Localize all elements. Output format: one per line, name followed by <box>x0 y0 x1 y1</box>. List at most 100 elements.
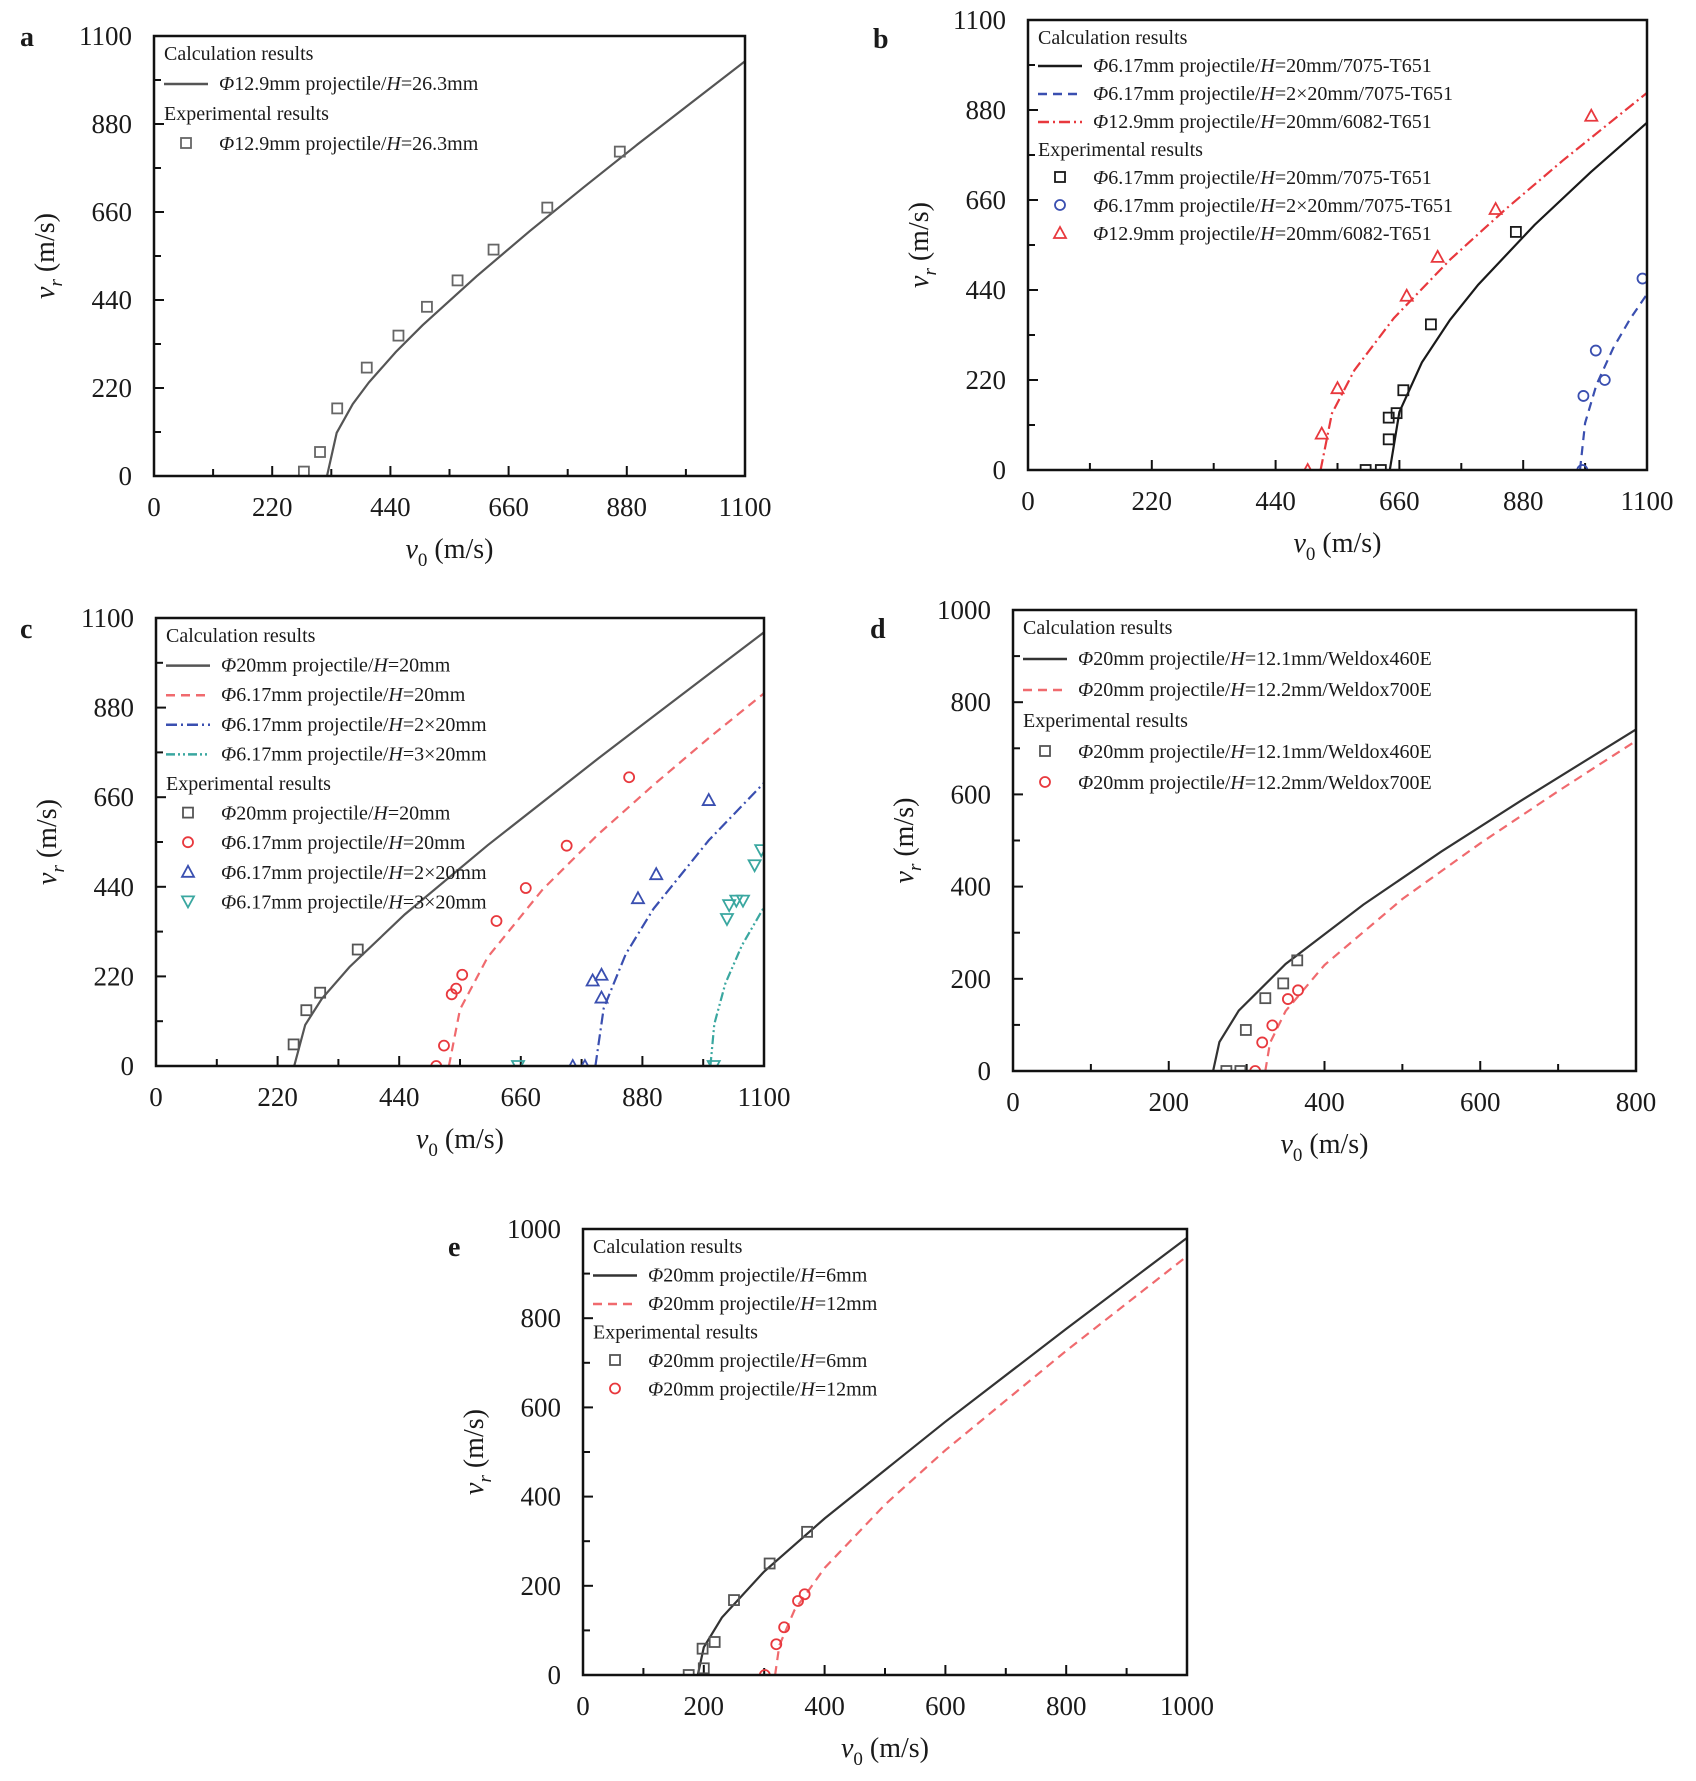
data-point-square <box>314 446 326 458</box>
series-line-2 <box>1319 91 1647 470</box>
data-point-square <box>708 1636 721 1648</box>
data-point-circle <box>1256 1036 1269 1049</box>
y-axis-label: vr (m/s) <box>30 213 67 299</box>
data-point-square <box>728 1594 740 1606</box>
series-line-0 <box>293 631 764 1066</box>
panel-letter: b <box>873 24 889 55</box>
y-tick-label: 1100 <box>953 5 1006 35</box>
data-point-triangle-up <box>1329 380 1346 395</box>
data-point-circle <box>430 1060 443 1066</box>
x-axis-label: v0 (m/s) <box>841 1733 929 1770</box>
x-tick-label: 0 <box>1006 1087 1020 1117</box>
data-point-square <box>1425 318 1437 331</box>
y-tick-label: 0 <box>119 461 133 491</box>
y-tick-label: 1000 <box>937 595 991 625</box>
legend-exp-title: Experimental results <box>593 1322 758 1344</box>
data-point-square <box>297 465 310 476</box>
series-line-2 <box>594 782 764 1066</box>
x-tick-label: 600 <box>925 1691 966 1721</box>
data-point-square <box>300 1004 313 1017</box>
data-point-square <box>392 329 405 342</box>
y-tick-label: 800 <box>951 687 992 717</box>
x-tick-label: 0 <box>1021 486 1035 516</box>
panel-letter: e <box>448 1232 460 1263</box>
data-point-square <box>421 300 433 313</box>
legend-entry: Φ12.9mm projectile/H=26.3mm <box>219 73 479 95</box>
data-point-triangle-up <box>648 866 664 881</box>
legend-marker-sample <box>1039 745 1051 757</box>
plot-area <box>682 1237 1187 1675</box>
legend-calc-title: Calculation results <box>166 625 316 647</box>
plot-frame <box>1026 18 1649 472</box>
plot-area <box>1303 91 1647 470</box>
legend-entry: Φ6.17mm projectile/H=20mm <box>221 832 466 854</box>
legend-marker-sample <box>1054 199 1066 211</box>
data-point-square <box>1397 384 1410 397</box>
legend-entry: Φ20mm projectile/H=6mm <box>648 1265 868 1287</box>
x-tick-label: 220 <box>1132 486 1173 516</box>
x-tick-label: 880 <box>622 1082 663 1112</box>
legend-entry: Φ20mm projectile/H=6mm <box>648 1350 868 1372</box>
x-tick-label: 200 <box>684 1691 725 1721</box>
x-tick-label: 600 <box>1460 1087 1501 1117</box>
legend: Calculation results Φ20mm projectile/H=6m… <box>593 1236 878 1401</box>
legend-entry: Φ20mm projectile/H=12.2mm/Weldox700E <box>1078 772 1432 794</box>
data-point-triangle-down <box>753 844 764 859</box>
legend-marker-sample <box>180 137 192 149</box>
y-tick-label: 440 <box>92 285 133 315</box>
y-tick-label: 220 <box>94 961 135 991</box>
data-point-square <box>1277 977 1290 990</box>
data-point-square <box>801 1525 813 1538</box>
data-point-square <box>1374 464 1387 470</box>
y-axis-label: vr (m/s) <box>904 202 941 288</box>
y-tick-label: 1000 <box>507 1214 561 1244</box>
series-line-1 <box>447 692 764 1066</box>
data-point-circle <box>1598 374 1611 386</box>
x-tick-label: 440 <box>1255 486 1296 516</box>
data-point-circle <box>519 882 532 894</box>
data-point-circle <box>438 1039 450 1052</box>
data-point-triangle-down <box>510 1060 526 1066</box>
data-point-circle <box>1589 344 1602 357</box>
legend-entry: Φ12.9mm projectile/H=26.3mm <box>219 133 479 155</box>
legend-entry: Φ20mm projectile/H=20mm <box>221 655 451 677</box>
data-point-square <box>696 1642 709 1655</box>
data-point-triangle-down <box>735 894 751 909</box>
y-tick-label: 880 <box>92 109 133 139</box>
legend-entry: Φ6.17mm projectile/H=2×20mm <box>221 862 487 884</box>
data-point-circle <box>798 1588 811 1601</box>
data-point-square <box>1259 992 1272 1005</box>
y-tick-label: 660 <box>94 782 135 812</box>
legend-marker-sample <box>1052 225 1068 239</box>
y-tick-label: 600 <box>951 779 992 809</box>
legend: Calculation results Φ12.9mm projectile/H=… <box>164 43 479 155</box>
plot-frame <box>581 1227 1189 1677</box>
x-tick-label: 660 <box>501 1082 542 1112</box>
x-tick-label: 400 <box>1304 1087 1345 1117</box>
panel-a: a 0 220 440 660 880 1100 0 220 440 660 880 1100 v0 (m… <box>20 21 772 571</box>
legend-entry: Φ6.17mm projectile/H=2×20mm/7075-T651 <box>1093 83 1453 105</box>
legend: Calculation results Φ20mm projectile/H=12… <box>1023 617 1432 794</box>
x-tick-label: 440 <box>370 492 411 522</box>
legend-marker-sample <box>609 1382 621 1395</box>
y-tick-label: 400 <box>521 1482 562 1512</box>
x-tick-label: 220 <box>252 492 293 522</box>
data-point-circle <box>770 1638 783 1651</box>
y-tick-label: 200 <box>521 1571 562 1601</box>
data-point-triangle-up <box>1399 287 1415 302</box>
y-tick-label: 660 <box>966 185 1007 215</box>
x-tick-label: 660 <box>488 492 529 522</box>
data-point-circle <box>1636 272 1647 285</box>
legend-entry: Φ6.17mm projectile/H=2×20mm/7075-T651 <box>1093 195 1453 217</box>
data-point-square <box>613 145 626 158</box>
data-point-square <box>1239 1024 1252 1036</box>
legend-entry: Φ20mm projectile/H=12.2mm/Weldox700E <box>1078 679 1432 701</box>
y-tick-label: 660 <box>92 197 133 227</box>
data-point-circle <box>1266 1019 1279 1032</box>
x-tick-label: 1100 <box>738 1082 791 1112</box>
x-tick-label: 1100 <box>1621 486 1674 516</box>
x-axis-label: v0 (m/s) <box>1280 1129 1368 1166</box>
data-point-circle <box>792 1595 804 1607</box>
data-point-circle <box>1292 984 1304 997</box>
plot-frame <box>152 34 747 478</box>
